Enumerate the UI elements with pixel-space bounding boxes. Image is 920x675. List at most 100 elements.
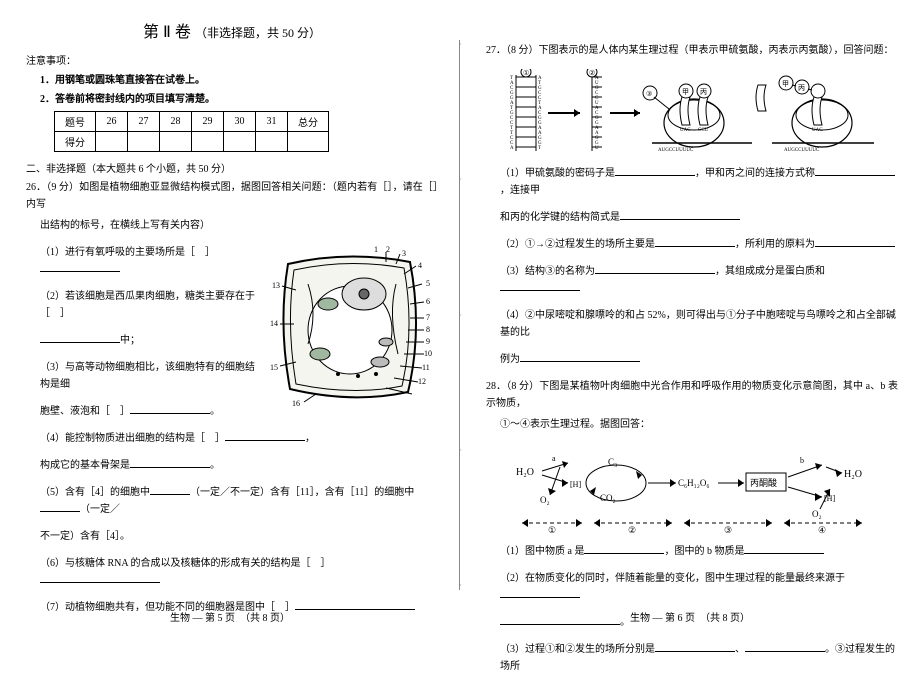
q27-1d: 和丙的化学键的结构简式是 bbox=[500, 209, 898, 226]
svg-text:甲: 甲 bbox=[682, 88, 689, 96]
svg-text:③: ③ bbox=[724, 525, 732, 535]
q26-5d: 不一定）含有［4］。 bbox=[40, 528, 438, 545]
q27-4b: 例为 bbox=[500, 351, 898, 368]
blank bbox=[595, 264, 715, 274]
svg-text:1: 1 bbox=[374, 245, 378, 254]
cell: 得分 bbox=[55, 132, 96, 152]
section-heading: 二、非选择题（本大题共 6 个小题，共 50 分） bbox=[26, 160, 438, 175]
blank bbox=[744, 544, 824, 554]
svg-text:丙: 丙 bbox=[700, 88, 707, 96]
svg-text:9: 9 bbox=[426, 337, 430, 346]
svg-text:③: ③ bbox=[646, 90, 652, 98]
part-title: 第 Ⅱ 卷 （非选择题，共 50 分） bbox=[26, 18, 438, 42]
svg-text:11: 11 bbox=[422, 363, 430, 372]
title-note: （非选择题，共 50 分） bbox=[195, 26, 321, 40]
svg-text:16: 16 bbox=[292, 399, 300, 408]
right-column: 27．（8 分）下图表示的是人体内某生理过程（甲表示甲硫氨酸，丙表示丙氨酸），回… bbox=[460, 0, 920, 630]
title-roman: Ⅱ bbox=[163, 24, 171, 41]
blank bbox=[130, 404, 210, 414]
q27-head: 27．（8 分）下图表示的是人体内某生理过程（甲表示甲硫氨酸，丙表示丙氨酸），回… bbox=[486, 42, 898, 59]
svg-text:a: a bbox=[552, 454, 556, 463]
svg-text:①: ① bbox=[523, 69, 529, 77]
svg-text:10: 10 bbox=[424, 349, 432, 358]
svg-text:4: 4 bbox=[418, 261, 422, 270]
table-row: 得分 bbox=[55, 132, 329, 152]
q26-6: （6）与核糖体 RNA 的合成以及核糖体的形成有关的结构是［ ］ bbox=[40, 555, 438, 589]
svg-text:[H]: [H] bbox=[570, 480, 581, 489]
footer-right: 生物 — 第 6 页 （共 8 页） bbox=[460, 609, 920, 624]
q28-3: （3）过程①和②发生的场所分别是、。③过程发生的场所 bbox=[500, 641, 898, 675]
svg-text:②: ② bbox=[589, 69, 595, 77]
svg-text:T: T bbox=[538, 146, 541, 151]
footer-left: 生物 — 第 5 页 （共 8 页） bbox=[0, 609, 460, 624]
score-table: 题号 26 27 28 29 30 31 总分 得分 bbox=[54, 111, 329, 152]
svg-text:2: 2 bbox=[386, 245, 390, 254]
svg-text:13: 13 bbox=[272, 281, 280, 290]
svg-text:C₆H₁₂O₆: C₆H₁₂O₆ bbox=[678, 478, 710, 488]
blank bbox=[130, 458, 210, 468]
svg-text:14: 14 bbox=[270, 319, 278, 328]
cell bbox=[192, 132, 224, 152]
q26-head2: 出结构的标号，在横线上写有关内容） bbox=[40, 217, 438, 234]
svg-text:④: ④ bbox=[818, 525, 826, 535]
blank bbox=[40, 502, 80, 512]
cell-svg: 12 34 56 78 910 1112 1314 1516 bbox=[268, 244, 438, 409]
metabolism-figure: H₂O a [H] O₂ C₃ CO₂ C₆H₁₂O₆ 丙酮酸 b bbox=[512, 443, 872, 535]
cell: 28 bbox=[160, 112, 192, 132]
blank bbox=[520, 352, 640, 362]
cell: 总分 bbox=[288, 112, 329, 132]
blank bbox=[40, 333, 120, 343]
cell: 26 bbox=[96, 112, 128, 132]
svg-text:UAC: UAC bbox=[680, 128, 691, 133]
cell: 题号 bbox=[55, 112, 96, 132]
svg-text:O₂: O₂ bbox=[812, 509, 822, 519]
svg-text:CO₂: CO₂ bbox=[600, 493, 616, 503]
q28-head: 28．（8 分）下图是某植物叶肉细胞中光合作用和呼吸作用的物质变化示意简图，其中… bbox=[486, 378, 898, 412]
svg-text:15: 15 bbox=[270, 363, 278, 372]
q28-1: （1）图中物质 a 是，图中的 b 物质是 bbox=[500, 543, 898, 560]
blank bbox=[150, 485, 190, 495]
cell bbox=[128, 132, 160, 152]
blank bbox=[655, 642, 735, 652]
svg-text:A: A bbox=[510, 146, 514, 151]
cell bbox=[224, 132, 256, 152]
blank bbox=[745, 642, 825, 652]
cell: 30 bbox=[224, 112, 256, 132]
cell: 29 bbox=[192, 112, 224, 132]
blank bbox=[815, 237, 895, 247]
svg-text:H₂O: H₂O bbox=[516, 467, 534, 478]
svg-text:H₂O: H₂O bbox=[844, 469, 862, 480]
notice-heading: 注意事项： bbox=[26, 52, 438, 67]
q26-head: 26．（9 分）如图是植物细胞亚显微结构模式图，据图回答相关问题：（题内若有［］… bbox=[26, 179, 438, 213]
q27-4: （4）②中尿嘧啶和腺嘌呤的和占 52%，则可得出与①分子中胞嘧啶与鸟嘌呤之和占全… bbox=[500, 307, 898, 341]
blank bbox=[500, 281, 580, 291]
q26-5: （5）含有［4］的细胞中（一定／不一定）含有［11］，含有［11］的细胞中（一定… bbox=[40, 484, 438, 518]
svg-text:12: 12 bbox=[418, 377, 426, 386]
blank bbox=[620, 210, 740, 220]
blank bbox=[225, 431, 305, 441]
svg-text:②: ② bbox=[628, 525, 636, 535]
blank bbox=[40, 262, 120, 272]
q26-4: （4）能控制物质进出细胞的结构是［ ］， bbox=[40, 430, 438, 447]
q27-1: （1）甲硫氨酸的密码子是，甲和丙之间的连接方式称，连接甲 bbox=[500, 165, 898, 199]
q26-4b: 构成它的基本骨架是。 bbox=[40, 457, 438, 474]
svg-text:3: 3 bbox=[402, 249, 406, 258]
svg-text:AUGCCUUUUC: AUGCCUUUUC bbox=[658, 148, 694, 153]
q27-2: （2）①→②过程发生的场所主要是，所利用的原料为 bbox=[500, 236, 898, 253]
svg-text:O₂: O₂ bbox=[540, 495, 550, 505]
blank bbox=[815, 166, 895, 176]
svg-text:b: b bbox=[800, 456, 804, 465]
translation-figure: TACGGATGCCTTCCA ATGCCTACGGAAGGT ① AUGCCU… bbox=[502, 69, 882, 157]
blank bbox=[615, 166, 695, 176]
notice-2: 2．答卷前将密封线内的项目填写清楚。 bbox=[40, 90, 438, 105]
svg-text:CCU: CCU bbox=[698, 128, 709, 133]
q28-head2: ①～④表示生理过程。据图回答： bbox=[500, 416, 898, 433]
svg-text:C₃: C₃ bbox=[608, 457, 617, 467]
blank bbox=[40, 573, 160, 583]
blank bbox=[584, 544, 664, 554]
q28-2: （2）在物质变化的同时，伴随着能量的变化，图中生理过程的能量最终来源于 bbox=[500, 570, 898, 604]
cell bbox=[96, 132, 128, 152]
svg-text:丙: 丙 bbox=[798, 84, 805, 92]
svg-text:丙酮酸: 丙酮酸 bbox=[750, 478, 777, 488]
cell bbox=[288, 132, 329, 152]
